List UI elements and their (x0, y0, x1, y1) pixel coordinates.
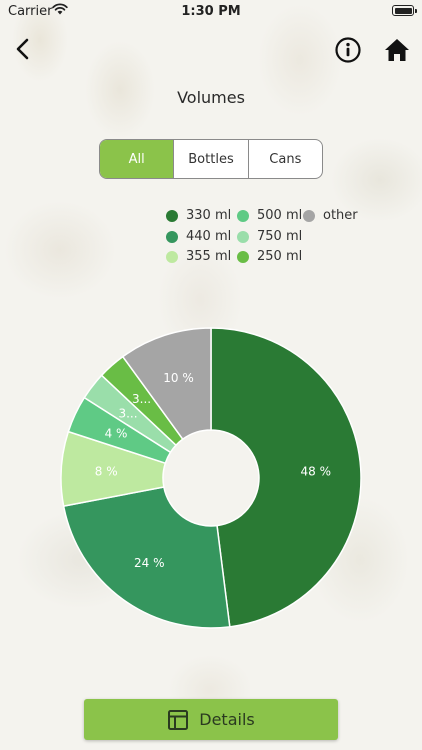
back-button[interactable] (8, 34, 38, 64)
wifi-icon (52, 3, 68, 19)
legend-item-440ml: 440 ml (166, 229, 231, 244)
legend-item-other: other (303, 208, 358, 223)
legend-label: 750 ml (257, 229, 303, 244)
carrier-label: Carrier (8, 4, 53, 19)
slice-label: 3... (118, 407, 137, 421)
slice-label: 4 % (105, 426, 128, 440)
legend-item-355ml: 355 ml (166, 249, 231, 264)
legend-dot (166, 250, 178, 263)
pie-slice-440ml[interactable] (62, 486, 231, 629)
battery-icon (392, 5, 417, 16)
donut-chart: 48 % 24 % 8 % 4 % 3... 3... 10 % (0, 300, 422, 660)
pie-slice-other[interactable] (121, 327, 212, 441)
legend-item-250ml: 250 ml (237, 249, 302, 264)
legend-item-750ml: 750 ml (237, 229, 302, 244)
legend-label: 500 ml (257, 208, 303, 223)
legend-dot (237, 230, 249, 243)
donut-chart-svg: 48 % 24 % 8 % 4 % 3...3... 10 % (60, 327, 362, 629)
legend-dot (237, 209, 249, 222)
info-button[interactable] (334, 36, 362, 64)
tab-cans[interactable]: Cans (247, 140, 322, 178)
legend-dot (166, 230, 178, 243)
home-icon (385, 39, 409, 61)
legend-label: other (323, 208, 358, 223)
legend-dot (166, 209, 178, 222)
info-icon (335, 37, 361, 63)
slice-label: 10 % (163, 371, 194, 385)
slice-label: 24 % (134, 556, 165, 570)
legend-label: 440 ml (186, 229, 232, 244)
legend-item-500ml: 500 ml (237, 208, 302, 223)
details-label: Details (199, 710, 255, 729)
page-title: Volumes (177, 88, 245, 107)
segmented-control: All Bottles Cans (99, 139, 323, 179)
legend-label: 250 ml (257, 249, 303, 264)
legend-dot (237, 250, 249, 263)
legend-label: 355 ml (186, 249, 232, 264)
status-bar: Carrier 1:30 PM (0, 0, 422, 24)
legend-dot (303, 209, 315, 222)
details-button[interactable]: Details (84, 699, 338, 740)
table-icon (168, 709, 189, 730)
legend-item-330ml: 330 ml (166, 208, 231, 223)
slice-label: 8 % (95, 464, 118, 478)
slice-label: 48 % (301, 464, 332, 478)
legend-label: 330 ml (186, 208, 232, 223)
home-button[interactable] (383, 36, 411, 64)
clock: 1:30 PM (181, 4, 241, 19)
slice-label: 3... (132, 392, 151, 406)
tab-all[interactable]: All (100, 140, 174, 178)
chevron-left-icon (16, 38, 29, 60)
pie-slice-330ml[interactable] (210, 327, 362, 628)
tab-bottles[interactable]: Bottles (173, 140, 247, 178)
